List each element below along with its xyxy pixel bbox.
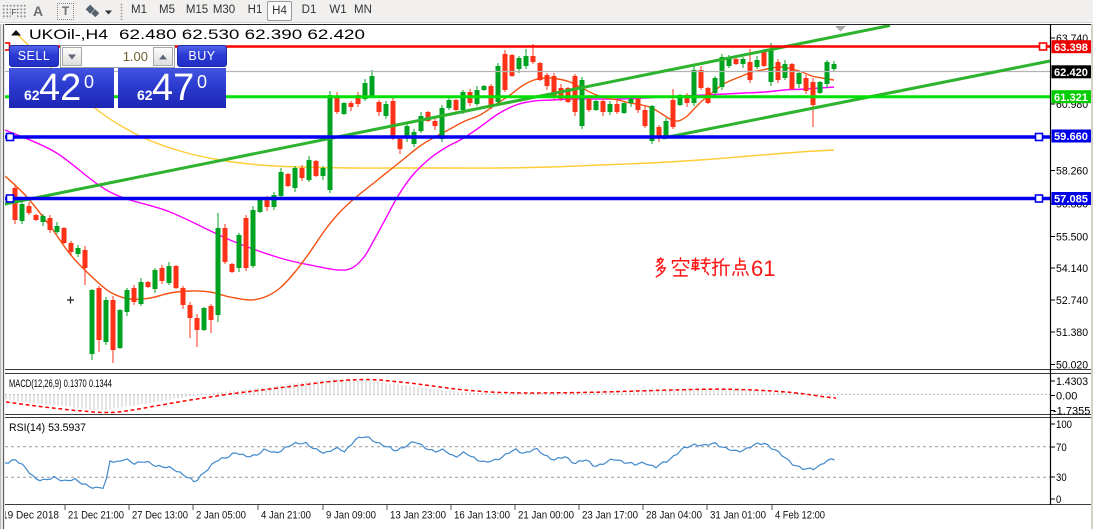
svg-text:9 Jan 09:00: 9 Jan 09:00 xyxy=(326,510,376,522)
svg-text:30: 30 xyxy=(1056,472,1067,484)
svg-text:54.140: 54.140 xyxy=(1056,263,1088,275)
svg-text:70: 70 xyxy=(1056,442,1067,454)
svg-text:55.500: 55.500 xyxy=(1056,232,1088,244)
svg-text:21 Dec 21:00: 21 Dec 21:00 xyxy=(68,510,124,522)
svg-text:13 Jan 23:00: 13 Jan 23:00 xyxy=(390,510,446,522)
svg-text:57.085: 57.085 xyxy=(1054,194,1088,206)
svg-text:-1.7355: -1.7355 xyxy=(1053,406,1090,418)
svg-text:61.321: 61.321 xyxy=(1054,92,1088,104)
svg-text:58.260: 58.260 xyxy=(1056,166,1088,178)
svg-text:4 Feb 12:00: 4 Feb 12:00 xyxy=(775,510,825,522)
svg-text:16 Jan 13:00: 16 Jan 13:00 xyxy=(454,510,510,522)
svg-text:2 Jan 05:00: 2 Jan 05:00 xyxy=(196,510,246,522)
svg-text:0: 0 xyxy=(1056,494,1061,506)
svg-text:23 Jan 17:00: 23 Jan 17:00 xyxy=(582,510,638,522)
svg-text:62.480 62.530 62.390 62.420: 62.480 62.530 62.390 62.420 xyxy=(119,26,365,42)
svg-text:0.00: 0.00 xyxy=(1056,391,1077,403)
svg-text:1.4303: 1.4303 xyxy=(1056,376,1088,388)
svg-text:19 Dec 2018: 19 Dec 2018 xyxy=(2,510,59,522)
svg-text:27 Dec 13:00: 27 Dec 13:00 xyxy=(132,510,188,522)
svg-text:4 Jan 21:00: 4 Jan 21:00 xyxy=(261,510,311,522)
svg-text:59.660: 59.660 xyxy=(1054,131,1088,143)
svg-text:51.380: 51.380 xyxy=(1056,327,1088,339)
svg-text:63.398: 63.398 xyxy=(1054,42,1088,54)
svg-text:MACD(12,26,9) 0.1370 0.1344: MACD(12,26,9) 0.1370 0.1344 xyxy=(9,378,112,390)
svg-text:52.740: 52.740 xyxy=(1056,295,1088,307)
svg-text:RSI(14) 53.5937: RSI(14) 53.5937 xyxy=(9,422,86,434)
svg-text:61: 61 xyxy=(751,256,775,281)
svg-text:62.420: 62.420 xyxy=(1054,67,1088,79)
svg-text:31 Jan 01:00: 31 Jan 01:00 xyxy=(710,510,766,522)
svg-text:28 Jan 04:00: 28 Jan 04:00 xyxy=(646,510,702,522)
svg-text:UKOil-,H4: UKOil-,H4 xyxy=(29,26,108,42)
svg-text:100: 100 xyxy=(1056,419,1072,431)
svg-text:21 Jan 00:00: 21 Jan 00:00 xyxy=(518,510,574,522)
svg-text:50.020: 50.020 xyxy=(1056,360,1088,372)
